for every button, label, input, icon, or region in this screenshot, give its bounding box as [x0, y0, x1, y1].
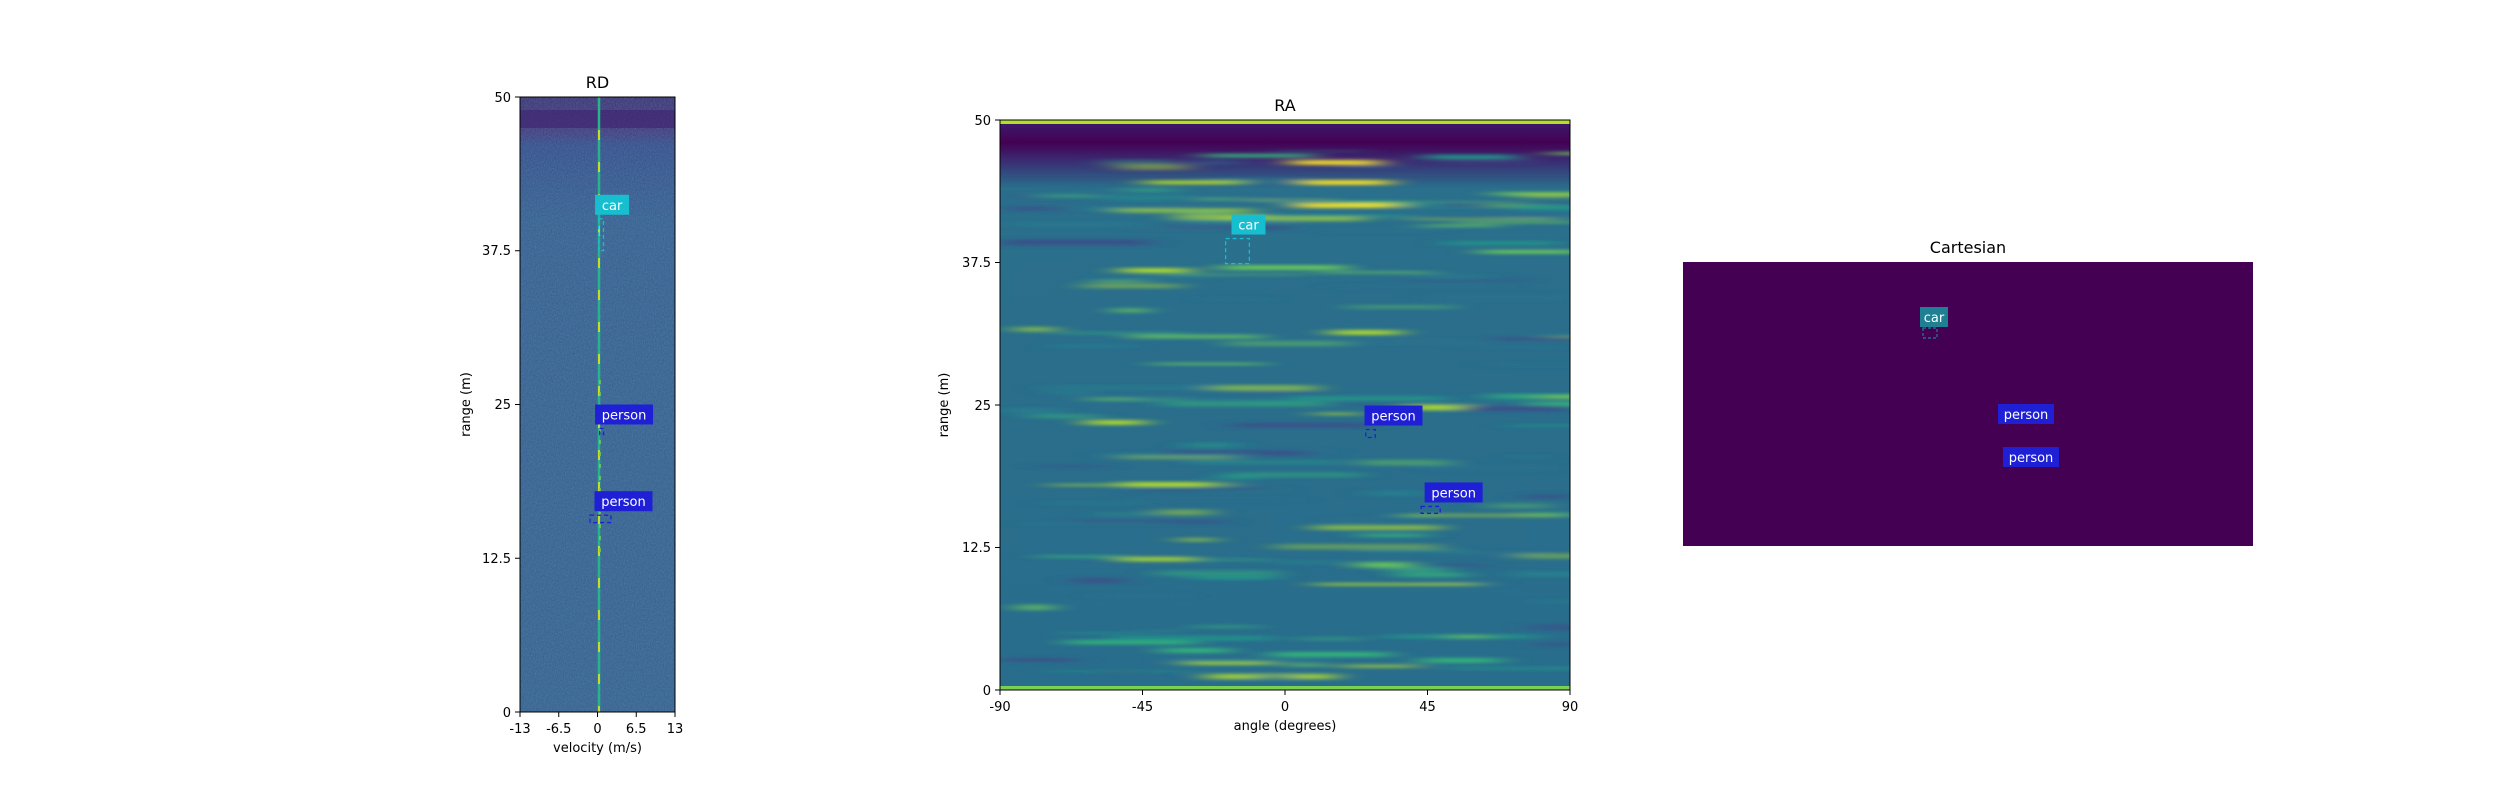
- annotation-label: person: [601, 495, 646, 510]
- cartesian-annotation-label: car: [1924, 311, 1945, 326]
- annotation-person: person: [1420, 482, 1483, 514]
- ra-ytick-4: 37.5: [962, 256, 1000, 271]
- annotation-box: [598, 427, 605, 436]
- cartesian-title: Cartesian: [1930, 238, 2006, 257]
- ra-ytick-label: 0: [983, 684, 991, 699]
- annotation-box: [598, 218, 605, 252]
- rd-ylabel: range (m): [459, 372, 474, 437]
- rd-ytick-5: 50: [494, 91, 520, 106]
- ra-title: RA: [1274, 96, 1295, 115]
- ra-ylabel: range (m): [937, 373, 952, 438]
- rd-annotations: car person person: [589, 194, 654, 524]
- annotation-box: [1420, 505, 1441, 514]
- ra-ytick-label: 50: [974, 114, 991, 129]
- cartesian-annotation-label: person: [2009, 451, 2054, 466]
- annotation-label: car: [602, 199, 623, 214]
- annotation-person: person: [1364, 405, 1423, 439]
- rd-title: RD: [586, 73, 609, 92]
- ra-xtick-label: 45: [1419, 700, 1436, 715]
- annotation-box: [1365, 428, 1376, 439]
- ra-ytick-5: 50: [974, 114, 1000, 129]
- ra-panel: car person person RA angle (degrees) range…: [937, 96, 1579, 734]
- annotation-label: car: [1238, 219, 1259, 234]
- rd-ytick-label: 37.5: [482, 244, 511, 259]
- rd-xtick-3: 0: [593, 712, 602, 737]
- rd-ytick-1: 0: [503, 706, 520, 721]
- rd-xtick-2: -6.5: [546, 712, 571, 737]
- annotation-label-bg: [1231, 214, 1266, 235]
- ra-ytick-3: 25: [974, 399, 1000, 414]
- rd-xtick-label: -13: [509, 722, 530, 737]
- annotation-label-bg: [1424, 482, 1483, 503]
- annotation-label-bg: [595, 194, 630, 215]
- annotation-label-bg: [594, 491, 653, 512]
- ra-xtick-4: 45: [1419, 690, 1436, 715]
- cartesian-annotation-person-2: person: [2003, 447, 2059, 467]
- annotation-person: person: [595, 404, 654, 436]
- rd-ytick-2: 12.5: [482, 552, 520, 567]
- ra-xtick-3: 0: [1281, 690, 1289, 715]
- ra-ytick-label: 37.5: [962, 256, 991, 271]
- rd-xlabel: velocity (m/s): [553, 741, 642, 756]
- rd-ytick-4: 37.5: [482, 244, 520, 259]
- ra-heatmap: [1000, 120, 1570, 690]
- ra-ytick-2: 12.5: [962, 541, 1000, 556]
- rd-panel: car person person RD velocity (m/s) range …: [459, 73, 683, 756]
- ra-xtick-label: 90: [1562, 700, 1579, 715]
- rd-xtick-label: 13: [667, 722, 684, 737]
- annotation-car: car: [1224, 214, 1266, 265]
- rd-ytick-label: 25: [494, 398, 511, 413]
- cartesian-map: [1683, 262, 2253, 546]
- cartesian-panel: Cartesian car person person: [1683, 238, 2253, 546]
- ra-xtick-label: -45: [1132, 700, 1153, 715]
- rd-ytick-3: 25: [494, 398, 520, 413]
- ra-ytick-1: 0: [983, 684, 1000, 699]
- ra-ytick-label: 25: [974, 399, 991, 414]
- ra-xtick-label: -90: [989, 700, 1010, 715]
- rd-ytick-label: 50: [494, 91, 511, 106]
- annotation-person: person: [589, 491, 653, 524]
- annotation-label: person: [1431, 486, 1476, 501]
- rd-xtick-label: 0: [593, 722, 601, 737]
- rd-xtick-5: 13: [667, 712, 684, 737]
- rd-ytick-label: 12.5: [482, 552, 511, 567]
- rd-ytick-label: 0: [503, 706, 511, 721]
- ra-xtick-1: -90: [989, 690, 1011, 715]
- annotation-label-bg: [595, 404, 654, 425]
- annotation-label: person: [1371, 410, 1416, 425]
- cartesian-annotation-car: car: [1920, 307, 1948, 339]
- annotation-car: car: [595, 194, 630, 252]
- annotation-box: [1224, 237, 1251, 265]
- ra-xtick-label: 0: [1281, 700, 1289, 715]
- rd-xtick-4: 6.5: [626, 712, 647, 737]
- ra-xlabel: angle (degrees): [1234, 719, 1337, 734]
- ra-xtick-2: -45: [1132, 690, 1153, 715]
- rd-xtick-label: -6.5: [546, 722, 571, 737]
- ra-xtick-5: 90: [1562, 690, 1579, 715]
- cartesian-annotation-person-1: person: [1998, 404, 2054, 424]
- cartesian-annotation-label: person: [2004, 408, 2049, 423]
- rd-xtick-label: 6.5: [626, 722, 647, 737]
- ra-annotations: car person person: [1224, 214, 1483, 514]
- ra-ytick-label: 12.5: [962, 541, 991, 556]
- annotation-label: person: [602, 408, 647, 423]
- rd-xtick-1: -13: [509, 712, 531, 737]
- annotation-label-bg: [1364, 405, 1423, 426]
- annotation-box: [589, 514, 612, 524]
